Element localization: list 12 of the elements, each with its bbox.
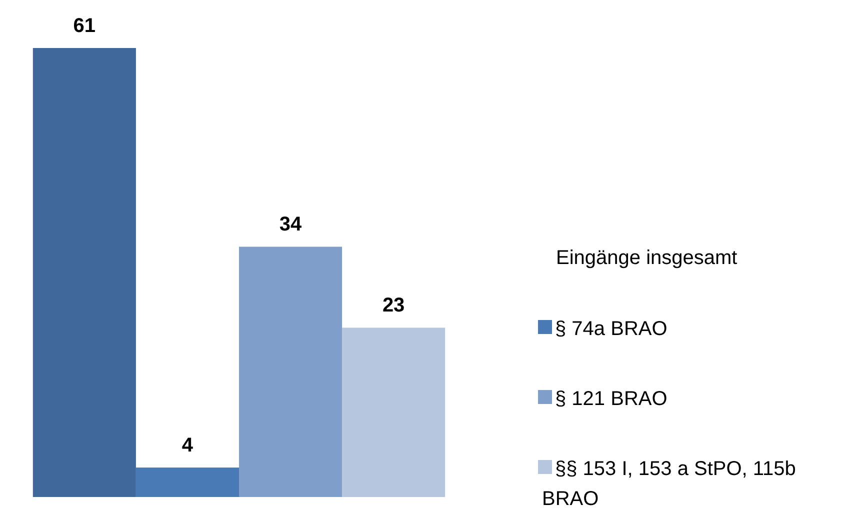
legend-label: §§ 153 I, 153 a StPO, 115b BRAO [542,458,796,510]
data-label: 23 [382,294,405,317]
data-label: 4 [182,434,194,457]
data-label: 34 [279,214,303,236]
legend-label: § 121 BRAO [555,388,668,410]
legend-label: § 74a BRAO [555,318,668,340]
legend-title: Eingänge insgesamt [556,247,738,269]
bar [342,328,446,497]
data-label: 61 [73,15,96,37]
bar [32,48,136,497]
bar [136,468,239,497]
bar [239,246,342,497]
